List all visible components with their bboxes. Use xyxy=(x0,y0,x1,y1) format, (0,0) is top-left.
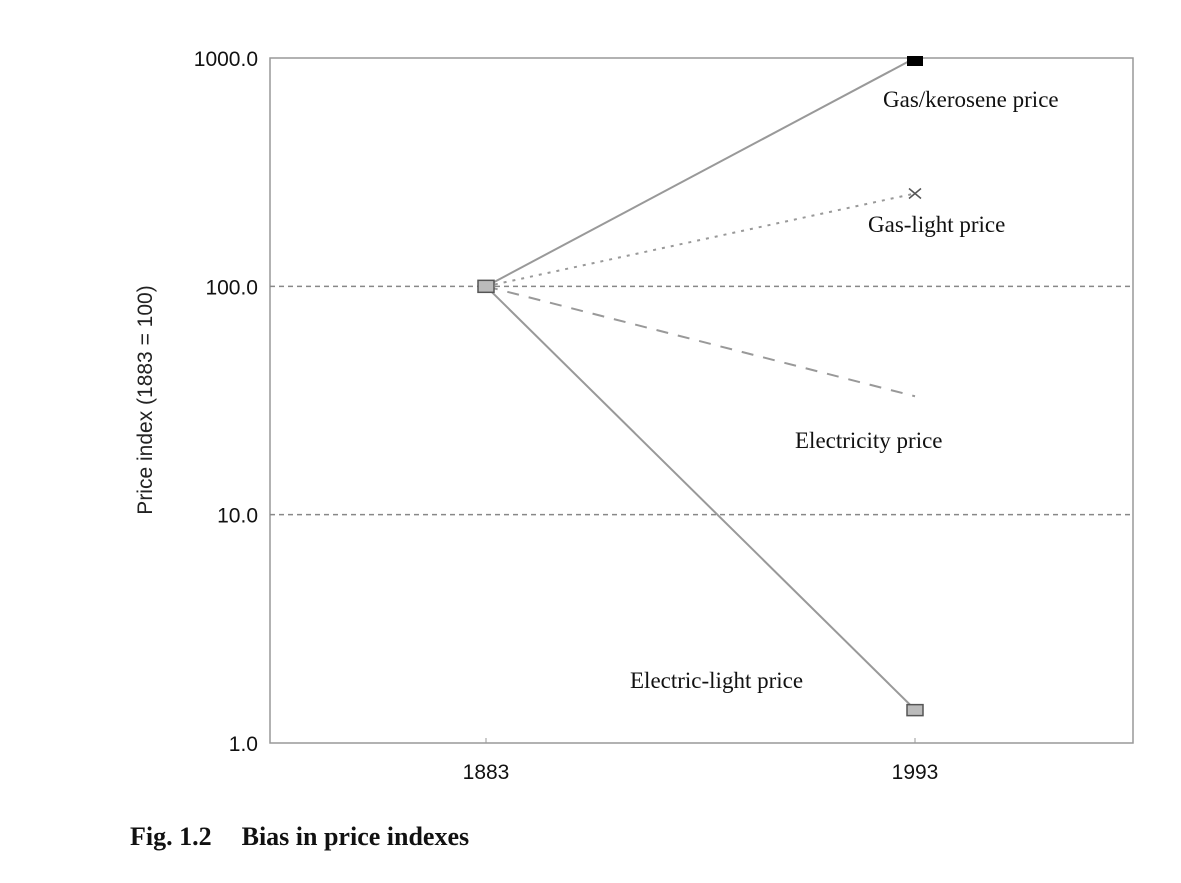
series-line xyxy=(485,192,916,288)
caption-number: Fig. 1.2 xyxy=(130,822,212,851)
y-tick-label: 1000.0 xyxy=(194,48,258,71)
series-label: Electricity price xyxy=(795,428,943,453)
y-tick-label: 100.0 xyxy=(205,276,258,299)
plot-frame xyxy=(269,57,1134,744)
figure-caption: Fig. 1.2 Bias in price indexes xyxy=(130,822,469,852)
y-axis-label: Price index (1883 = 100) xyxy=(134,285,157,514)
y-tick-label: 10.0 xyxy=(217,505,258,528)
series-end-marker xyxy=(907,56,923,66)
series-label: Gas-light price xyxy=(868,212,1005,237)
series-line xyxy=(485,285,916,711)
series-label: Electric-light price xyxy=(630,668,803,693)
series-end-marker xyxy=(908,187,922,200)
start-marker xyxy=(477,279,495,294)
series-label: Gas/kerosene price xyxy=(883,87,1059,112)
x-tick-label: 1993 xyxy=(892,761,939,784)
series-end-marker xyxy=(906,703,924,717)
y-tick-label: 1.0 xyxy=(229,733,258,756)
series-line xyxy=(485,57,916,288)
series-line xyxy=(485,285,916,398)
x-tick-label: 1883 xyxy=(463,761,510,784)
caption-text: Bias in price indexes xyxy=(241,822,470,851)
